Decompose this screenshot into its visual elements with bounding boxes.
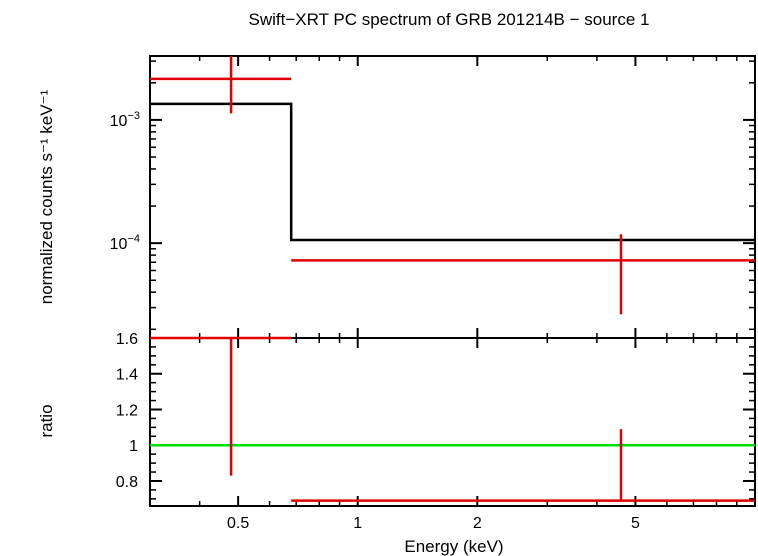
- x-axis-label: Energy (keV): [404, 537, 503, 556]
- ratio-y-tick-label: 0.8: [116, 474, 138, 491]
- ratio-plot-frame: [149, 337, 756, 507]
- x-tick-label: 0.5: [227, 515, 249, 532]
- ratio-panel: 0.8 1 1.2 1.4 1.6 0.5 1 2 5: [116, 331, 756, 532]
- model-step-line: [150, 102, 755, 242]
- x-tick-label: 1: [353, 515, 362, 532]
- spectrum-panel: 10−3 10−4: [110, 55, 756, 339]
- ratio-y-tick-label: 1: [129, 438, 138, 455]
- x-tick-label: 2: [473, 515, 482, 532]
- ratio-y-axis-label: ratio: [37, 404, 56, 437]
- ratio-y-tick-label: 1.6: [116, 331, 138, 348]
- spectrum-y-tick-label: 10−4: [110, 233, 140, 253]
- spectrum-y-axis-label: normalized counts s⁻¹ keV⁻¹: [37, 89, 56, 304]
- spectrum-y-tick-label: 10−3: [110, 110, 140, 130]
- ratio-y-tick-label: 1.4: [116, 367, 138, 384]
- spectrum-plot-frame: [149, 55, 756, 339]
- ratio-y-tick-label: 1.2: [116, 402, 138, 419]
- x-tick-label: 5: [631, 515, 640, 532]
- chart-title: Swift−XRT PC spectrum of GRB 201214B − s…: [249, 10, 650, 29]
